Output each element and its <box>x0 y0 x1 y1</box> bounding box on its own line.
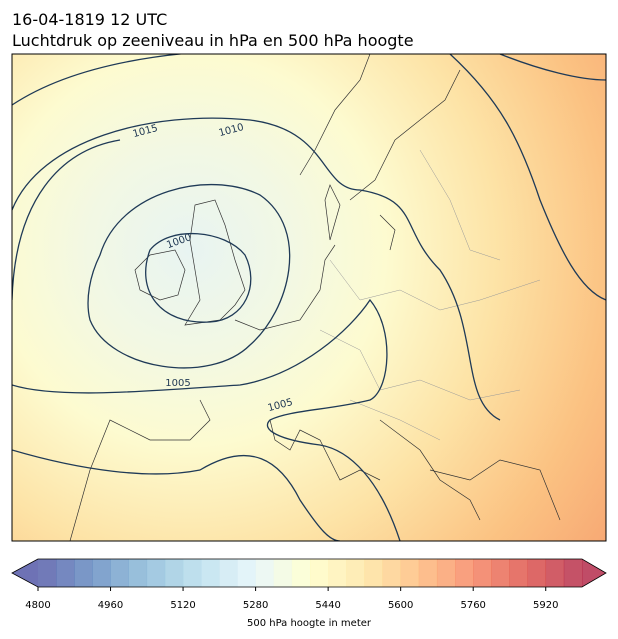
colorbar-segment <box>128 559 148 587</box>
colorbar-segment <box>164 559 184 587</box>
colorbar-segment <box>237 559 256 587</box>
colorbar-outline <box>11 558 607 588</box>
isobar <box>499 54 606 81</box>
time-label: 16-04-1819 12 UTC <box>12 10 167 29</box>
borders <box>319 149 541 441</box>
colorbar-segment <box>201 559 220 587</box>
isobar <box>12 298 401 541</box>
colorbar-segment <box>219 559 238 587</box>
contour-label: 1005 <box>165 378 190 389</box>
isobar <box>12 117 501 421</box>
colorbar-segment <box>74 559 93 587</box>
colorbar-segment <box>255 559 275 587</box>
colorbar-tick-label: 4800 <box>25 600 50 611</box>
colorbar-segment <box>400 559 420 587</box>
colorbar-segment <box>146 559 166 587</box>
colorbar-segment <box>545 559 565 587</box>
colorbar-segment <box>527 559 547 587</box>
colorbar-segment <box>183 559 202 587</box>
colorbar-segment <box>455 559 474 587</box>
map-frame <box>11 53 607 542</box>
colorbar-tick-label: 5600 <box>388 600 413 611</box>
colorbar: 4800 4960 5120 5280 5440 5600 5760 5920 <box>11 558 607 611</box>
colorbar-tick-label: 5280 <box>243 600 268 611</box>
colorbar-label: 500 hPa hoogte in meter <box>247 618 372 629</box>
colorbar-segment <box>563 559 583 587</box>
isobar <box>87 183 291 369</box>
colorbar-segment <box>328 559 347 587</box>
isobar <box>449 54 606 301</box>
colorbar-tick-label: 5120 <box>170 600 195 611</box>
isobar <box>12 449 341 541</box>
isobar <box>145 232 252 323</box>
colorbar-segment <box>509 559 528 587</box>
height-field <box>12 54 606 541</box>
colorbar-segment <box>346 559 365 587</box>
colorbar-segment <box>491 559 510 587</box>
colorbar-segment <box>364 559 383 587</box>
isobar <box>12 54 370 106</box>
colorbar-segment <box>273 559 293 587</box>
colorbar-extend-high <box>582 559 606 587</box>
colorbar-segment <box>38 559 57 587</box>
colorbar-tick-label: 5760 <box>460 600 485 611</box>
title: Luchtdruk op zeeniveau in hPa en 500 hPa… <box>12 31 414 50</box>
colorbar-segment <box>56 559 75 587</box>
isobar <box>12 139 121 301</box>
colorbar-extend-low <box>12 559 38 587</box>
colorbar-tick-label: 5440 <box>315 600 340 611</box>
colorbar-segment <box>291 559 311 587</box>
colorbar-segment <box>310 559 329 587</box>
colorbar-segment <box>110 559 129 587</box>
colorbar-segment <box>418 559 438 587</box>
map <box>12 54 606 541</box>
coastline <box>69 54 561 541</box>
colorbar-segment <box>382 559 401 587</box>
colorbar-segment <box>92 559 111 587</box>
colorbar-segment <box>473 559 492 587</box>
colorbar-tick-label: 4960 <box>98 600 123 611</box>
colorbar-tick-label: 5920 <box>533 600 558 611</box>
colorbar-segment <box>436 559 456 587</box>
